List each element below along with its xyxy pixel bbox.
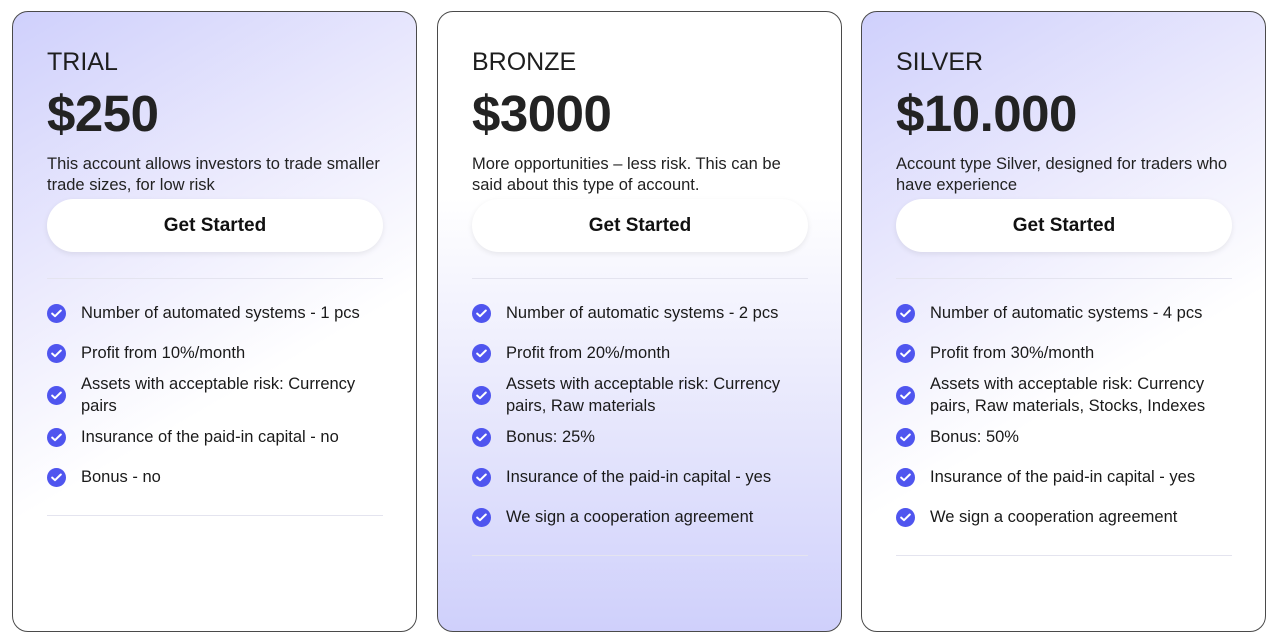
feature-item: Bonus - no xyxy=(47,457,382,497)
feature-text: Bonus: 50% xyxy=(930,428,1019,446)
feature-text: Number of automatic systems - 4 pcs xyxy=(930,304,1203,322)
feature-item: We sign a cooperation agreement xyxy=(896,497,1231,537)
feature-text: Insurance of the paid-in capital - yes xyxy=(506,468,772,486)
feature-list: Number of automatic systems - 4 pcs Profi… xyxy=(896,279,1231,537)
feature-text: Insurance of the paid-in capital - no xyxy=(81,428,339,446)
check-circle-icon xyxy=(472,385,491,405)
plan-name: BRONZE xyxy=(472,48,577,76)
check-circle-icon xyxy=(472,467,491,487)
check-circle-icon xyxy=(896,303,915,323)
check-circle-icon xyxy=(896,467,915,487)
feature-item: Number of automatic systems - 2 pcs xyxy=(472,293,807,333)
plan-description: Account type Silver, designed for trader… xyxy=(896,155,1228,194)
feature-text: Assets with acceptable risk: Currency pa… xyxy=(81,375,356,415)
feature-item: Number of automatic systems - 4 pcs xyxy=(896,293,1231,333)
feature-item: Insurance of the paid-in capital - yes xyxy=(896,457,1231,497)
feature-item: Number of automated systems - 1 pcs xyxy=(47,293,382,333)
feature-item: Assets with acceptable risk: Currency pa… xyxy=(896,373,1231,417)
check-circle-icon xyxy=(472,303,491,323)
feature-item: Profit from 30%/month xyxy=(896,333,1231,373)
plan-description: More opportunities – less risk. This can… xyxy=(472,155,781,194)
get-started-button[interactable]: Get Started xyxy=(896,199,1232,252)
feature-item: Assets with acceptable risk: Currency pa… xyxy=(47,373,382,417)
feature-list: Number of automated systems - 1 pcs Profi… xyxy=(47,279,382,497)
check-circle-icon xyxy=(896,385,915,405)
divider xyxy=(472,555,808,556)
pricing-card-trial: TRIAL $250 This account allows investors… xyxy=(12,11,417,632)
divider xyxy=(896,278,1232,279)
feature-text: Insurance of the paid-in capital - yes xyxy=(930,468,1196,486)
check-circle-icon xyxy=(47,385,66,405)
feature-item: Insurance of the paid-in capital - no xyxy=(47,417,382,457)
feature-text: Profit from 10%/month xyxy=(81,344,246,362)
feature-list: Number of automatic systems - 2 pcs Profi… xyxy=(472,279,807,537)
feature-text: Assets with acceptable risk: Currency pa… xyxy=(506,375,781,415)
feature-text: Profit from 30%/month xyxy=(930,344,1095,362)
feature-text: Number of automated systems - 1 pcs xyxy=(81,304,360,322)
feature-text: Bonus: 25% xyxy=(506,428,595,446)
feature-item: Assets with acceptable risk: Currency pa… xyxy=(472,373,807,417)
plan-name: SILVER xyxy=(896,48,984,76)
feature-text: Number of automatic systems - 2 pcs xyxy=(506,304,779,322)
feature-item: Bonus: 25% xyxy=(472,417,807,457)
check-circle-icon xyxy=(47,343,66,363)
feature-item: We sign a cooperation agreement xyxy=(472,497,807,537)
check-circle-icon xyxy=(896,343,915,363)
plan-description: This account allows investors to trade s… xyxy=(47,155,380,194)
plan-price: $250 xyxy=(47,85,159,142)
feature-text: We sign a cooperation agreement xyxy=(930,508,1178,526)
pricing-card-silver: SILVER $10.000 Account type Silver, desi… xyxy=(861,11,1266,632)
plan-price: $3000 xyxy=(472,85,612,142)
check-circle-icon xyxy=(896,427,915,447)
get-started-button[interactable]: Get Started xyxy=(472,199,808,252)
get-started-button[interactable]: Get Started xyxy=(47,199,383,252)
divider xyxy=(472,278,808,279)
plan-name: TRIAL xyxy=(47,48,118,76)
divider xyxy=(47,278,383,279)
feature-item: Insurance of the paid-in capital - yes xyxy=(472,457,807,497)
check-circle-icon xyxy=(472,507,491,527)
pricing-card-bronze: BRONZE $3000 More opportunities – less r… xyxy=(437,11,842,632)
check-circle-icon xyxy=(472,427,491,447)
check-circle-icon xyxy=(47,427,66,447)
feature-item: Profit from 20%/month xyxy=(472,333,807,373)
divider xyxy=(896,555,1232,556)
check-circle-icon xyxy=(47,303,66,323)
check-circle-icon xyxy=(47,467,66,487)
divider xyxy=(47,515,383,516)
feature-item: Bonus: 50% xyxy=(896,417,1231,457)
check-circle-icon xyxy=(896,507,915,527)
feature-item: Profit from 10%/month xyxy=(47,333,382,373)
plan-price: $10.000 xyxy=(896,85,1077,142)
check-circle-icon xyxy=(472,343,491,363)
feature-text: We sign a cooperation agreement xyxy=(506,508,754,526)
feature-text: Assets with acceptable risk: Currency pa… xyxy=(930,375,1206,415)
feature-text: Profit from 20%/month xyxy=(506,344,671,362)
feature-text: Bonus - no xyxy=(81,468,161,486)
